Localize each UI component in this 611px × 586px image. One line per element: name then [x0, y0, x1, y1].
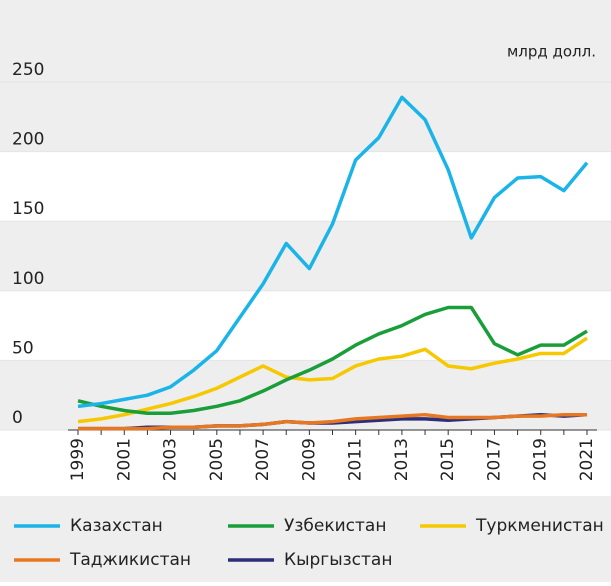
- legend-label: Кыргызстан: [284, 550, 392, 570]
- grid-band: [0, 82, 611, 152]
- legend-label: Казахстан: [70, 516, 163, 536]
- x-tick-label: 2013: [392, 438, 412, 481]
- x-tick-label: 2009: [299, 438, 319, 481]
- y-tick-label: 0: [12, 408, 23, 428]
- x-tick-label: 2001: [114, 438, 134, 481]
- y-tick-label: 100: [12, 269, 44, 289]
- legend-label: Таджикистан: [69, 550, 191, 570]
- grid-band: [0, 290, 611, 361]
- legend-label: Узбекистан: [284, 516, 386, 536]
- legend-label: Туркменистан: [475, 516, 604, 536]
- x-tick-label: 2021: [577, 438, 597, 481]
- x-tick-label: 2003: [161, 438, 181, 481]
- y-tick-label: 250: [12, 60, 44, 80]
- x-tick-label: 2011: [346, 438, 366, 481]
- series-line: [77, 95, 589, 409]
- y-tick-label: 200: [12, 130, 44, 150]
- x-tick-label: 2007: [253, 438, 273, 481]
- top-band: [0, 0, 611, 82]
- x-tick-label: 2015: [438, 438, 458, 481]
- y-tick-label: 150: [12, 199, 44, 219]
- series-line: [78, 412, 587, 431]
- series-line: [77, 336, 588, 424]
- x-tick-label: 2005: [207, 438, 227, 481]
- x-tick-label: 1999: [68, 438, 88, 481]
- grid-band: [0, 221, 611, 291]
- x-tick-label: 2019: [531, 438, 551, 481]
- series-line: [77, 305, 588, 416]
- legend-band: [0, 496, 611, 582]
- unit-label: млрд долл.: [507, 43, 596, 61]
- grid-band: [0, 151, 611, 222]
- x-tick-label: 2017: [484, 438, 504, 481]
- y-tick-label: 50: [12, 338, 34, 358]
- axis-band: [0, 430, 611, 496]
